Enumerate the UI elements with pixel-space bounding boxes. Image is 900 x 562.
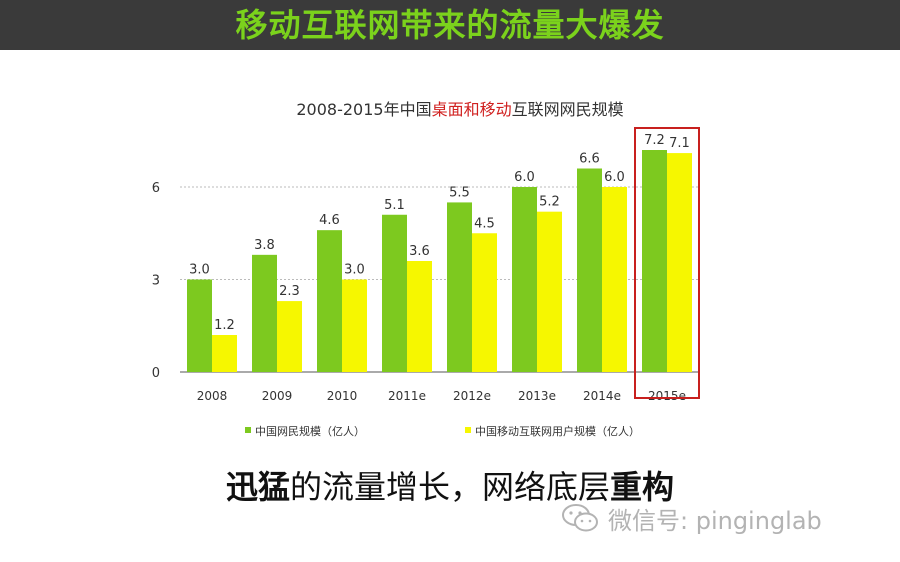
x-tick-label: 2009 <box>262 389 293 403</box>
legend-swatch <box>245 427 251 433</box>
data-label: 1.2 <box>214 318 235 333</box>
chart-title-highlight: 桌面和移动 <box>432 100 512 119</box>
bar <box>187 279 212 372</box>
legend-label: 中国移动互联网用户规模（亿人） <box>475 424 640 438</box>
caption: 迅猛的流量增长，网络底层重构 <box>0 462 900 508</box>
data-label: 4.6 <box>319 213 340 228</box>
x-tick-label: 2013e <box>518 389 556 403</box>
data-label: 6.0 <box>604 170 625 185</box>
bar <box>602 187 627 372</box>
data-label: 5.1 <box>384 198 405 213</box>
caption-bold-1: 迅猛 <box>225 468 290 506</box>
data-label: 2.3 <box>279 284 300 299</box>
bar <box>317 230 342 372</box>
data-label: 3.6 <box>409 244 430 259</box>
bar <box>342 279 367 372</box>
y-tick-label: 6 <box>152 181 160 196</box>
bar <box>382 214 407 372</box>
legend: 中国网民规模（亿人） 中国移动互联网用户规模（亿人） <box>245 424 640 438</box>
bar <box>642 150 667 372</box>
y-tick-label: 0 <box>152 366 160 381</box>
chart-title-part-3: 互联网网民规模 <box>512 100 624 119</box>
caption-bold-2: 重构 <box>610 468 675 506</box>
x-tick-label: 2008 <box>197 389 228 403</box>
chart: 2008-2015年中国桌面和移动互联网网民规模 0 3 6 3.0 1.2 3.8 2.… <box>152 100 700 438</box>
bar <box>277 301 302 372</box>
highlight-box <box>634 127 700 399</box>
data-label: 3.8 <box>254 238 275 253</box>
x-tick-label: 2015e <box>648 389 686 403</box>
y-axis: 0 3 6 <box>152 181 160 381</box>
data-label: 7.2 <box>644 133 665 148</box>
header-banner: 移动互联网带来的流量大爆发 <box>0 0 900 50</box>
data-label: 7.1 <box>669 136 690 151</box>
bar <box>252 254 277 372</box>
bar <box>537 211 562 372</box>
watermark: 微信号: pinginglab <box>560 500 822 536</box>
legend-label: 中国网民规模（亿人） <box>255 424 365 438</box>
chart-title-part-1: 2008-2015年中国 <box>296 100 431 119</box>
bar <box>512 187 537 372</box>
x-axis: 2008 2009 2010 2011e 2012e 2013e 2014e 2015e <box>197 389 686 403</box>
caption-normal: 的流量增长，网络底层 <box>289 468 610 506</box>
chart-title: 2008-2015年中国桌面和移动互联网网民规模 <box>296 100 623 119</box>
data-label: 3.0 <box>189 263 210 278</box>
data-label: 3.0 <box>344 263 365 278</box>
bar <box>577 168 602 372</box>
bar <box>667 153 692 372</box>
data-label: 6.0 <box>514 170 535 185</box>
data-label: 4.5 <box>474 216 495 231</box>
x-tick-label: 2010 <box>327 389 358 403</box>
data-label: 5.5 <box>449 185 470 200</box>
wechat-icon <box>562 504 598 532</box>
x-tick-label: 2011e <box>388 389 426 403</box>
watermark-text: 微信号: pinginglab <box>608 506 822 535</box>
data-labels: 3.0 1.2 3.8 2.3 4.6 3.0 5.1 3.6 5.5 4.5 6.0 5.2 6.6 6… <box>189 133 690 333</box>
x-tick-label: 2014e <box>583 389 621 403</box>
y-tick-label: 3 <box>152 274 160 289</box>
highlight-box-rect <box>634 127 700 399</box>
bar <box>407 261 432 372</box>
bar <box>472 233 497 372</box>
data-label: 5.2 <box>539 195 560 210</box>
x-tick-label: 2012e <box>453 389 491 403</box>
data-label: 6.6 <box>579 152 600 167</box>
bar <box>447 202 472 372</box>
page-title: 移动互联网带来的流量大爆发 <box>235 6 665 44</box>
legend-swatch <box>465 427 471 433</box>
bar <box>212 335 237 372</box>
bars <box>187 150 692 372</box>
